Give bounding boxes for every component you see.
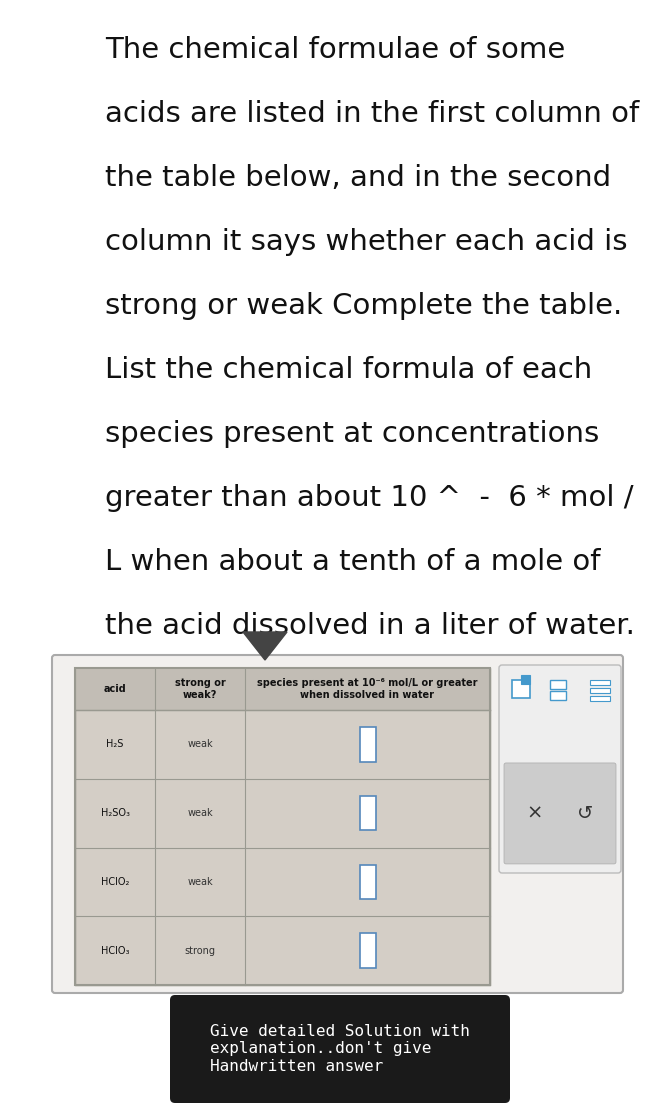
Text: species present at concentrations: species present at concentrations	[105, 420, 599, 448]
Text: column it says whether each acid is: column it says whether each acid is	[105, 228, 628, 256]
Text: greater than about 10 ^  -  6 * mol /: greater than about 10 ^ - 6 * mol /	[105, 484, 634, 512]
FancyBboxPatch shape	[590, 688, 610, 693]
FancyBboxPatch shape	[512, 680, 530, 698]
Text: weak: weak	[187, 740, 213, 750]
FancyBboxPatch shape	[499, 665, 621, 873]
FancyBboxPatch shape	[360, 795, 376, 830]
FancyBboxPatch shape	[170, 995, 510, 1103]
Text: ↺: ↺	[577, 804, 593, 823]
FancyBboxPatch shape	[504, 763, 616, 864]
FancyBboxPatch shape	[360, 728, 376, 761]
Text: the acid dissolved in a liter of water.: the acid dissolved in a liter of water.	[105, 612, 635, 640]
Text: acid: acid	[103, 684, 126, 694]
FancyBboxPatch shape	[590, 680, 610, 685]
Text: H₂S: H₂S	[106, 740, 124, 750]
Text: weak: weak	[187, 877, 213, 887]
Text: strong or weak Complete the table.: strong or weak Complete the table.	[105, 292, 622, 320]
Text: ×: ×	[526, 804, 543, 823]
FancyBboxPatch shape	[360, 864, 376, 899]
Text: HClO₂: HClO₂	[101, 877, 129, 887]
FancyBboxPatch shape	[52, 655, 623, 993]
Text: species present at 10⁻⁶ mol/L or greater
when dissolved in water: species present at 10⁻⁶ mol/L or greater…	[257, 678, 478, 700]
FancyBboxPatch shape	[521, 674, 530, 683]
Text: H₂SO₃: H₂SO₃	[101, 808, 130, 818]
Text: Give detailed Solution with
explanation..don't give
Handwritten answer: Give detailed Solution with explanation.…	[210, 1024, 470, 1074]
Text: the table below, and in the second: the table below, and in the second	[105, 164, 611, 192]
FancyBboxPatch shape	[550, 680, 566, 689]
Polygon shape	[243, 632, 287, 660]
Text: strong: strong	[185, 945, 216, 955]
Text: HClO₃: HClO₃	[101, 945, 129, 955]
FancyBboxPatch shape	[75, 668, 490, 710]
FancyBboxPatch shape	[590, 695, 610, 701]
Text: acids are listed in the first column of: acids are listed in the first column of	[105, 100, 639, 128]
Text: List the chemical formula of each: List the chemical formula of each	[105, 356, 592, 384]
FancyBboxPatch shape	[550, 691, 566, 700]
FancyBboxPatch shape	[360, 933, 376, 968]
Text: weak: weak	[187, 808, 213, 818]
FancyBboxPatch shape	[75, 668, 490, 985]
Text: The chemical formulae of some: The chemical formulae of some	[105, 36, 565, 64]
Text: strong or
weak?: strong or weak?	[175, 678, 225, 700]
Text: L when about a tenth of a mole of: L when about a tenth of a mole of	[105, 548, 601, 575]
